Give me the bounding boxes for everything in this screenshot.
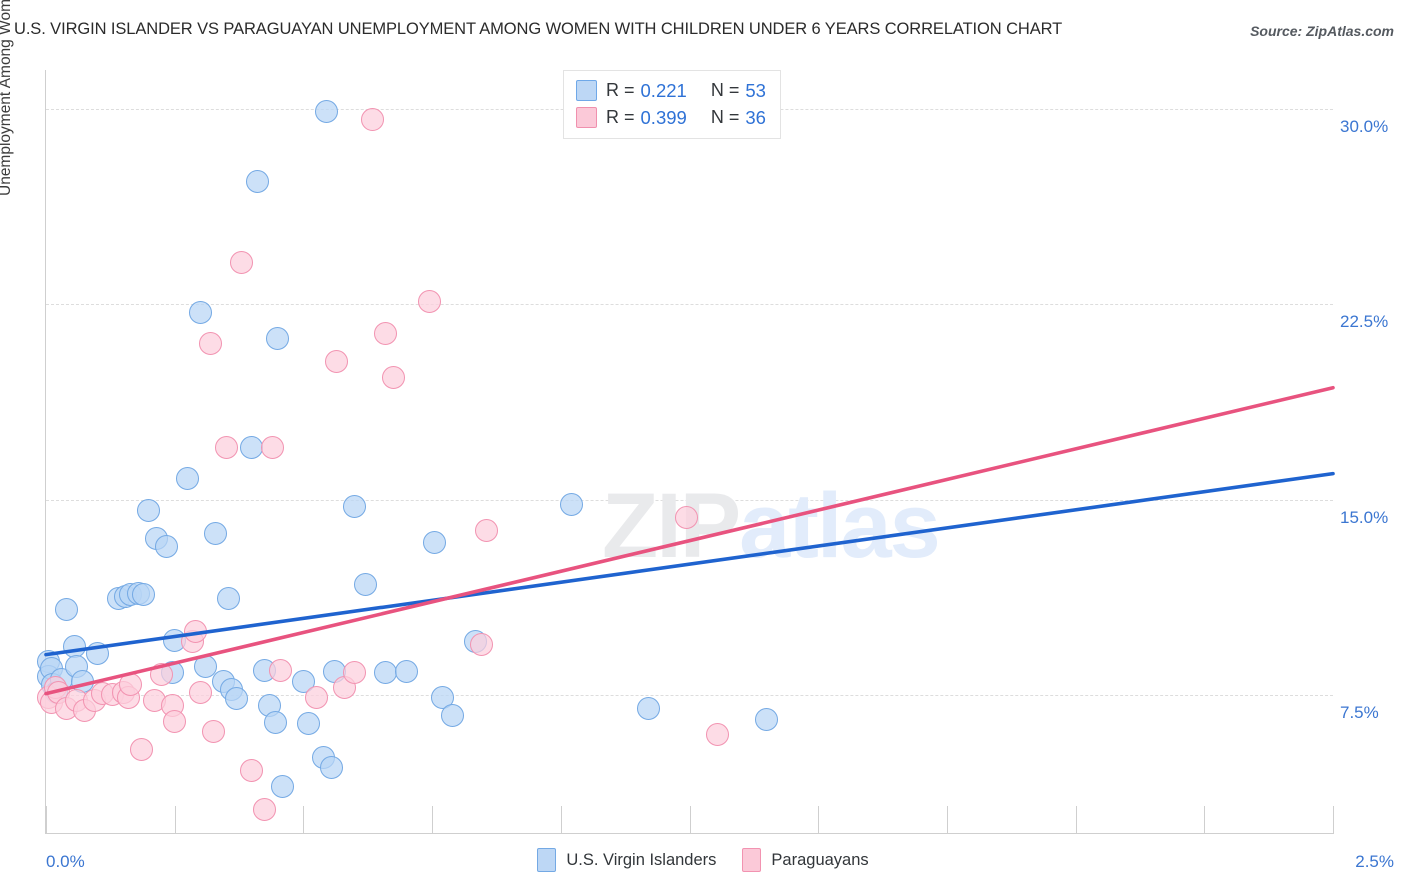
scatter-point[interactable]: [755, 708, 779, 732]
y-axis-tick-label: 30.0%: [1340, 117, 1389, 137]
x-axis-tick: [1333, 806, 1334, 833]
scatter-point[interactable]: [188, 680, 212, 704]
swatch-pink-icon: [576, 107, 597, 128]
legend-swatch-icon: [742, 848, 762, 872]
stats-blue-r-label: R =: [606, 80, 635, 100]
stats-blue-r-value: 0.221: [640, 79, 687, 101]
x-axis-line: [45, 833, 1334, 834]
scatter-point[interactable]: [381, 365, 405, 389]
source-label: Source: ZipAtlas.com: [1250, 23, 1394, 39]
stats-pink-r-label: R =: [606, 107, 635, 127]
scatter-point[interactable]: [325, 350, 349, 374]
scatter-point[interactable]: [263, 710, 287, 734]
stats-blue-n-label: N =: [710, 80, 740, 100]
scatter-point[interactable]: [423, 531, 447, 555]
y-axis-tick-label: 22.5%: [1340, 312, 1389, 332]
scatter-point[interactable]: [706, 722, 730, 746]
scatter-point[interactable]: [315, 100, 339, 124]
scatter-point[interactable]: [394, 660, 418, 684]
x-axis-tick: [174, 806, 176, 833]
scatter-point[interactable]: [183, 619, 207, 643]
scatter-point[interactable]: [188, 300, 212, 324]
x-axis-tick: [432, 806, 434, 833]
gridline: [46, 304, 1333, 306]
stats-legend: R = 0.221 N = 53 R = 0.399 N = 36: [563, 70, 781, 139]
scatter-point[interactable]: [217, 587, 241, 611]
scatter-point[interactable]: [204, 522, 228, 546]
stats-pink-n-value: 36: [745, 106, 766, 128]
scatter-point[interactable]: [353, 572, 377, 596]
scatter-point[interactable]: [224, 687, 248, 711]
x-axis-min-label: 0.0%: [46, 852, 85, 871]
scatter-point[interactable]: [85, 641, 109, 665]
scatter-point[interactable]: [55, 597, 79, 621]
scatter-point[interactable]: [150, 662, 174, 686]
scatter-point[interactable]: [266, 326, 290, 350]
plot-area: ZIPatlas: [37, 70, 1333, 833]
scatter-point[interactable]: [361, 107, 385, 131]
scatter-point[interactable]: [374, 661, 398, 685]
scatter-point[interactable]: [636, 696, 660, 720]
y-axis-tick-label: 15.0%: [1340, 507, 1389, 527]
watermark-atlas: atlas: [739, 475, 941, 577]
watermark-zip: ZIP: [602, 475, 741, 577]
scatter-point[interactable]: [230, 251, 254, 275]
stats-pink-n-label: N =: [710, 107, 740, 127]
legend-item-pink[interactable]: Paraguayans: [742, 848, 869, 872]
x-axis-tick: [46, 806, 47, 833]
scatter-point[interactable]: [304, 686, 328, 710]
stats-blue-n-value: 53: [745, 79, 766, 101]
scatter-point[interactable]: [214, 436, 238, 460]
series-legend: U.S. Virgin Islanders Paraguayans: [0, 848, 1406, 872]
scatter-point[interactable]: [559, 493, 583, 517]
legend-label: U.S. Virgin Islanders: [566, 850, 717, 869]
legend-swatch-icon: [537, 848, 557, 872]
scatter-point[interactable]: [343, 661, 367, 685]
x-axis-tick: [946, 806, 948, 833]
x-axis-tick: [689, 806, 691, 833]
scatter-point[interactable]: [374, 321, 398, 345]
scatter-point[interactable]: [132, 583, 156, 607]
scatter-point[interactable]: [418, 290, 442, 314]
x-axis-tick: [1204, 806, 1206, 833]
scatter-point[interactable]: [129, 738, 153, 762]
scatter-point[interactable]: [240, 436, 264, 460]
stats-row-pink: R = 0.399 N = 36: [576, 104, 766, 131]
scatter-point[interactable]: [474, 519, 498, 543]
x-axis-max-label: 2.5%: [1355, 852, 1394, 871]
scatter-point[interactable]: [268, 658, 292, 682]
scatter-point[interactable]: [240, 759, 264, 782]
scatter-point[interactable]: [320, 756, 344, 780]
stats-pink-r-value: 0.399: [640, 106, 687, 128]
x-axis-tick: [818, 806, 820, 833]
scatter-point[interactable]: [201, 719, 225, 743]
legend-label: Paraguayans: [771, 850, 869, 869]
scatter-point[interactable]: [297, 712, 321, 736]
y-axis-tick-label: 7.5%: [1340, 702, 1379, 722]
scatter-point[interactable]: [343, 494, 367, 518]
swatch-blue-icon: [576, 80, 597, 101]
x-axis-tick: [560, 806, 562, 833]
scatter-point[interactable]: [199, 331, 223, 355]
x-axis-tick: [1075, 806, 1077, 833]
x-axis-tick: [303, 806, 305, 833]
stats-row-blue: R = 0.221 N = 53: [576, 77, 766, 104]
page-title: U.S. VIRGIN ISLANDER VS PARAGUAYAN UNEMP…: [14, 20, 1063, 38]
scatter-point[interactable]: [137, 498, 161, 522]
scatter-point[interactable]: [176, 467, 200, 491]
y-axis-title: Unemployment Among Women with Children U…: [0, 0, 15, 196]
scatter-point[interactable]: [441, 704, 465, 728]
scatter-point[interactable]: [163, 709, 187, 733]
scatter-point[interactable]: [253, 798, 277, 822]
scatter-point[interactable]: [245, 170, 269, 194]
scatter-point[interactable]: [469, 632, 493, 656]
scatter-point[interactable]: [271, 774, 295, 798]
legend-item-blue[interactable]: U.S. Virgin Islanders: [537, 848, 716, 872]
scatter-point[interactable]: [261, 436, 284, 460]
watermark: ZIPatlas: [602, 474, 941, 579]
scatter-point[interactable]: [155, 535, 179, 559]
